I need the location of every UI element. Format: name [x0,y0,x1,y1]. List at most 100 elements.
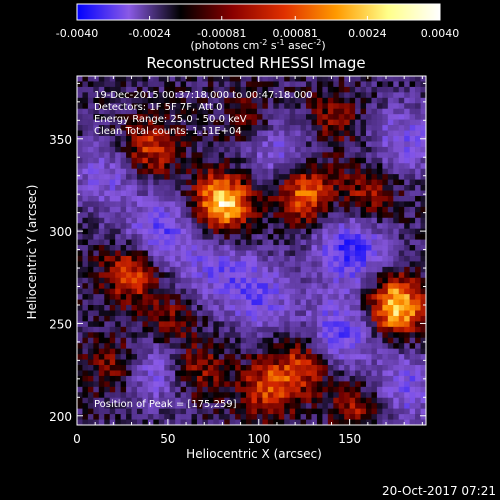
heatmap-cell [104,392,111,399]
heatmap-cell [366,288,372,295]
heatmap-cell [322,408,329,415]
heatmap-cell [164,108,170,115]
heatmap-cell [186,114,192,120]
heatmap-cell [169,354,176,360]
heatmap-cell [366,255,372,262]
heatmap-cell [311,174,318,180]
heatmap-cell [82,272,89,279]
heatmap-cell [175,414,181,420]
heatmap-cell [235,119,241,126]
heatmap-cell [191,359,198,366]
heatmap-cell [355,190,361,197]
heatmap-cell [273,174,280,180]
heatmap-cell [322,185,329,191]
heatmap-cell [409,321,416,328]
heatmap-cell [300,370,307,377]
heatmap-cell [186,239,192,246]
heatmap-cell [322,157,329,164]
heatmap-cell [126,152,132,159]
heatmap-cell [180,92,187,99]
heatmap-cell [398,255,405,262]
heatmap-cell [115,326,121,333]
heatmap-cell [191,310,198,317]
heatmap-cell [251,294,258,300]
heatmap-cell [251,419,258,426]
heatmap-cell [256,179,263,186]
heatmap-cell [180,250,187,257]
heatmap-cell [316,245,323,251]
heatmap-cell [218,403,225,409]
heatmap-cell [338,337,345,344]
heatmap-cell [344,315,350,322]
heatmap-cell [267,266,274,273]
heatmap-cell [251,239,258,246]
heatmap-cell [409,299,416,306]
heatmap-cell [371,217,378,224]
heatmap-cell [322,103,329,110]
heatmap-cell [246,375,252,382]
heatmap-cell [415,392,421,399]
heatmap-cell [153,283,160,289]
heatmap-cell [355,370,361,377]
heatmap-cell [218,370,225,377]
heatmap-cell [349,228,356,235]
heatmap-cell [404,266,410,273]
heatmap-cell [87,92,94,99]
heatmap-cell [115,245,121,251]
heatmap-cell [295,392,301,399]
heatmap-cell [213,152,220,159]
heatmap-cell [153,152,160,159]
heatmap-cell [82,348,89,355]
heatmap-cell [109,381,116,388]
heatmap-cell [82,414,89,420]
heatmap-cell [196,408,203,415]
heatmap-cell [284,195,290,202]
heatmap-cell [355,141,361,148]
heatmap-cell [327,370,334,377]
heatmap-cell [207,245,214,251]
heatmap-cell [77,315,83,322]
heatmap-cell [322,92,329,99]
heatmap-cell [382,408,389,415]
heatmap-cell [338,179,345,186]
heatmap-cell [126,97,132,104]
heatmap-cell [316,272,323,279]
heatmap-cell [251,168,258,175]
heatmap-cell [246,408,252,415]
heatmap-cell [207,261,214,268]
heatmap-cell [316,185,323,191]
heatmap-cell [316,141,323,148]
heatmap-cell [398,92,405,99]
heatmap-cell [398,97,405,104]
heatmap-cell [349,76,356,82]
heatmap-cell [376,348,383,355]
heatmap-cell [82,239,89,246]
heatmap-cell [104,277,111,284]
heatmap-cell [289,332,296,339]
heatmap-cell [420,195,427,202]
heatmap-cell [366,125,372,131]
heatmap-cell [202,315,209,322]
heatmap-cell [289,419,296,426]
heatmap-cell [409,195,416,202]
heatmap-cell [382,288,389,295]
heatmap-cell [169,119,176,126]
heatmap-cell [235,266,241,273]
heatmap-cell [109,217,116,224]
heatmap-cell [360,190,367,197]
heatmap-cell [104,174,111,180]
heatmap-cell [169,397,176,404]
heatmap-cell [371,86,378,93]
heatmap-cell [207,283,214,289]
heatmap-cell [273,277,280,284]
heatmap-cell [136,305,143,311]
heatmap-cell [376,212,383,219]
heatmap-cell [344,354,350,360]
heatmap-cell [196,277,203,284]
heatmap-cell [355,343,361,349]
heatmap-cell [164,321,170,328]
heatmap-cell [327,365,334,371]
heatmap-cell [120,152,127,159]
heatmap-cell [393,76,400,82]
heatmap-cell [387,157,394,164]
